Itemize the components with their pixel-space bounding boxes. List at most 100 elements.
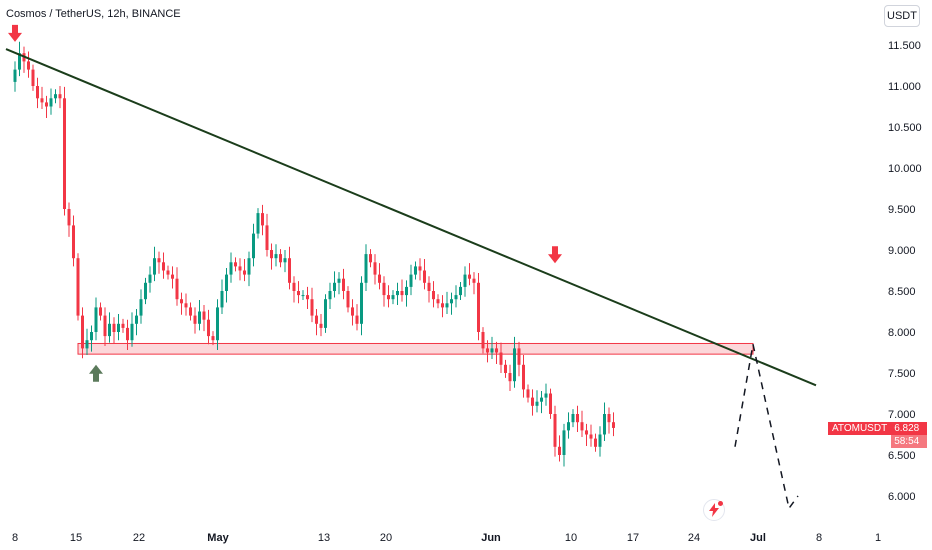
candle-body <box>441 303 444 308</box>
candle-body <box>99 307 102 316</box>
candle-body <box>495 348 498 353</box>
y-tick-label: 11.500 <box>888 40 921 52</box>
candle-body <box>27 61 30 70</box>
candle-body <box>211 336 215 341</box>
candle-body <box>81 315 84 349</box>
candle-body <box>562 430 566 455</box>
candle-body <box>171 274 174 279</box>
candle-body <box>162 262 165 271</box>
candle-body <box>526 389 530 398</box>
candle-body <box>184 303 188 308</box>
candle-body <box>85 340 89 349</box>
candle-body <box>130 323 134 341</box>
candle-body <box>589 434 593 439</box>
candle-body <box>364 254 368 283</box>
candle-body <box>382 282 386 296</box>
y-tick-label: 11.000 <box>888 81 921 93</box>
candle-body <box>238 266 242 271</box>
candle-body <box>517 348 521 365</box>
candle-body <box>414 266 417 275</box>
candle-body <box>40 98 44 103</box>
notification-dot <box>718 501 723 506</box>
candle-body <box>580 422 584 431</box>
candle-body <box>342 278 345 291</box>
candle-body <box>504 364 507 373</box>
candle-body <box>49 98 53 107</box>
candle-body <box>175 278 179 300</box>
y-tick-label: 10.500 <box>888 122 922 134</box>
candle-body <box>274 254 278 259</box>
y-tick-label: 9.500 <box>888 204 916 216</box>
candle-body <box>607 414 611 423</box>
candle-body <box>292 282 296 291</box>
candle-body <box>18 53 21 70</box>
candle-body <box>400 291 404 296</box>
candle-body <box>594 438 597 447</box>
candle-body <box>477 282 480 332</box>
candle-body <box>499 352 503 365</box>
candle-body <box>126 327 129 341</box>
candle-body <box>553 414 557 447</box>
candle-body <box>256 213 260 234</box>
candle-body <box>301 295 305 297</box>
candle-body <box>121 323 125 328</box>
candle-body <box>346 291 350 308</box>
support-zone <box>77 342 754 355</box>
candle-body <box>427 282 431 291</box>
candle-body <box>112 323 116 332</box>
candle-body <box>535 401 539 406</box>
candle-body <box>490 348 494 353</box>
candle-body <box>333 282 336 291</box>
candle-body <box>234 262 237 267</box>
candle-body <box>571 414 575 423</box>
x-tick-label: Jun <box>481 532 501 544</box>
x-tick-label: 8 <box>816 532 822 544</box>
candle-body <box>198 311 201 324</box>
candle-body <box>108 323 111 337</box>
lightning-icon[interactable] <box>703 499 725 521</box>
candle-body <box>36 86 39 99</box>
candle-body <box>508 373 512 382</box>
candle-body <box>315 315 318 324</box>
candle-body <box>472 278 476 283</box>
candle-body <box>481 332 485 349</box>
candle-body <box>468 274 471 279</box>
last-price-tag: ATOMUSDT 6.828 58:54 <box>828 422 928 448</box>
candle-body <box>450 299 453 304</box>
y-tick-label: 7.500 <box>888 368 916 380</box>
candle-body <box>360 282 363 324</box>
candle-body <box>76 258 80 316</box>
candle-body <box>423 270 426 283</box>
candle-body <box>135 315 138 324</box>
candle-body <box>337 278 341 283</box>
candle-body <box>225 274 228 291</box>
price-tag-countdown: 58:54 <box>891 435 928 448</box>
trendline <box>5 48 817 387</box>
currency-button[interactable]: USDT <box>884 5 920 27</box>
y-tick-label: 9.000 <box>888 245 916 257</box>
candle-body <box>166 270 170 275</box>
x-tick-label: 8 <box>12 532 18 544</box>
candle-body <box>153 258 156 275</box>
candle-body <box>612 422 615 428</box>
candle-body <box>432 291 435 300</box>
candle-body <box>63 98 66 209</box>
candle-body <box>576 414 579 423</box>
candle-body <box>67 209 71 226</box>
candle-body <box>189 307 192 316</box>
candle-body <box>513 348 516 382</box>
x-tick-label: Jul <box>750 532 766 544</box>
candle-body <box>378 274 381 283</box>
candle-body <box>283 258 287 263</box>
candle-body <box>373 262 377 275</box>
candle-body <box>270 250 273 259</box>
candle-body <box>279 254 282 263</box>
candle-body <box>391 295 395 300</box>
down-arrow-2 <box>548 246 562 264</box>
candle-body <box>319 323 323 328</box>
y-tick-label: 8.500 <box>888 286 916 298</box>
candle-body <box>207 319 210 337</box>
candle-body <box>463 274 467 287</box>
candle-body <box>103 315 107 337</box>
